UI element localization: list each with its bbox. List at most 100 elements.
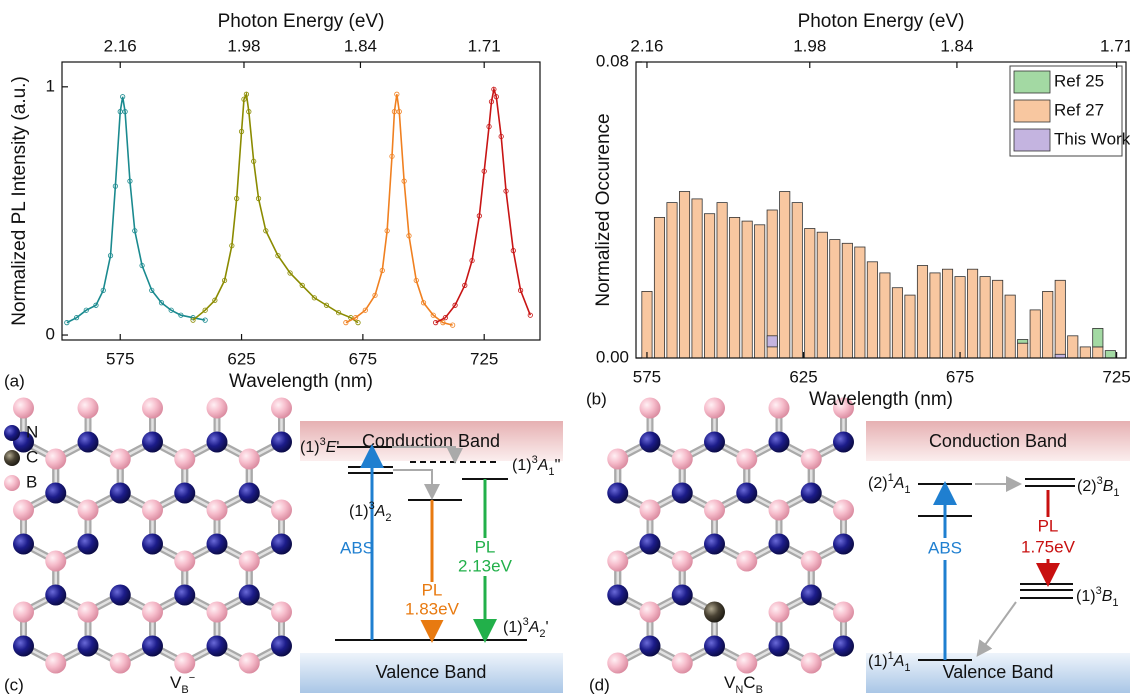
atom xyxy=(640,398,661,419)
spectrum-line xyxy=(346,94,453,325)
atom xyxy=(174,449,195,470)
label-part: V xyxy=(724,673,736,692)
legend-label: This Work xyxy=(1054,129,1130,148)
level-label: (2)1A1 xyxy=(868,472,910,496)
atom xyxy=(45,449,66,470)
level-label: (2)3B1 xyxy=(1077,475,1119,499)
atom xyxy=(833,432,854,453)
label-part: V xyxy=(170,673,182,692)
atom xyxy=(640,534,661,555)
bar-segment xyxy=(1005,295,1015,358)
atom xyxy=(769,500,790,521)
bar-segment xyxy=(892,288,902,358)
x-tick-label: 675 xyxy=(946,367,974,386)
pl-label: PL xyxy=(1038,516,1059,535)
chart: Ref 25Ref 27This Work5756256757252.161.9… xyxy=(586,11,1130,410)
atom-name: B xyxy=(26,472,37,491)
label-part: ' xyxy=(336,439,339,456)
atom xyxy=(672,551,693,572)
bar-segment xyxy=(767,336,777,347)
label-part: 1 xyxy=(1113,487,1119,499)
atom xyxy=(704,398,725,419)
atom xyxy=(239,653,260,674)
atom-swatch xyxy=(4,450,20,466)
bar-segment xyxy=(1030,310,1040,358)
atom xyxy=(174,653,195,674)
label-part: (2) xyxy=(1077,478,1097,495)
atom xyxy=(13,534,34,555)
bar-segment xyxy=(855,247,865,358)
atom xyxy=(640,602,661,623)
atom-name: C xyxy=(26,447,38,466)
plot-area xyxy=(65,87,533,327)
atom xyxy=(207,602,228,623)
atom xyxy=(78,398,99,419)
label-part: E xyxy=(326,439,337,456)
label-part: A xyxy=(528,619,540,636)
bar-segment xyxy=(1080,347,1090,358)
atom xyxy=(142,500,163,521)
atom xyxy=(239,483,260,504)
atom xyxy=(801,585,822,606)
plot-frame xyxy=(62,62,540,340)
atom xyxy=(271,500,292,521)
atom xyxy=(672,653,693,674)
abs-label: ABS xyxy=(928,538,962,557)
bar-segment xyxy=(942,269,952,358)
atom-swatch xyxy=(4,425,20,441)
bar-segment xyxy=(992,280,1002,358)
bar-segment xyxy=(692,199,702,358)
atom xyxy=(736,449,757,470)
pl-label: 1.83eV xyxy=(405,599,460,618)
y-tick-label: 1 xyxy=(46,76,55,95)
y-axis-title: Normalized Occurence xyxy=(593,113,614,306)
x2-tick-label: 1.71 xyxy=(468,36,501,55)
atom xyxy=(801,653,822,674)
bar-segment xyxy=(817,232,827,358)
bar-segment xyxy=(867,262,877,358)
atom xyxy=(833,636,854,657)
atom xyxy=(736,483,757,504)
atom xyxy=(207,534,228,555)
label-part: C xyxy=(743,673,755,692)
bar-segment xyxy=(967,269,977,358)
bar-segment xyxy=(842,243,852,358)
atom xyxy=(110,483,131,504)
x2-axis-title: Photon Energy (eV) xyxy=(798,11,965,32)
atom xyxy=(142,534,163,555)
bar-segment xyxy=(1018,343,1028,358)
bar-segment xyxy=(1105,351,1115,358)
atom xyxy=(769,534,790,555)
x2-tick-label: 1.98 xyxy=(227,36,260,55)
label-part: A xyxy=(893,653,905,670)
atom xyxy=(78,432,99,453)
bar-segment xyxy=(1043,291,1053,358)
atom xyxy=(769,398,790,419)
label-part: − xyxy=(189,672,195,684)
legend-label: Ref 25 xyxy=(1054,71,1104,90)
y-tick-label: 0.08 xyxy=(596,51,629,70)
band-label: Conduction Band xyxy=(929,431,1067,451)
atom xyxy=(271,636,292,657)
band-label: Valence Band xyxy=(376,662,487,682)
atom xyxy=(640,636,661,657)
atom xyxy=(736,653,757,674)
atom xyxy=(672,483,693,504)
x2-tick-label: 2.16 xyxy=(104,36,137,55)
spectrum-line xyxy=(436,89,531,322)
pl-label: PL xyxy=(475,537,496,556)
atom xyxy=(78,500,99,521)
label-part: 1 xyxy=(1112,597,1118,609)
label-part: B xyxy=(181,684,188,696)
atom xyxy=(801,483,822,504)
energy-diagram-c: Conduction Band Valence Band ABS PL 1.83… xyxy=(300,421,563,693)
x2-tick-label: 1.98 xyxy=(793,36,826,55)
panel-label: (b) xyxy=(586,389,607,408)
bar-segment xyxy=(1093,328,1103,347)
label-part: B xyxy=(756,684,763,696)
x-tick-label: 725 xyxy=(470,349,498,368)
legend-swatch xyxy=(1014,71,1050,93)
label-part: 1 xyxy=(904,484,910,496)
label-part: (1) xyxy=(1076,588,1096,605)
